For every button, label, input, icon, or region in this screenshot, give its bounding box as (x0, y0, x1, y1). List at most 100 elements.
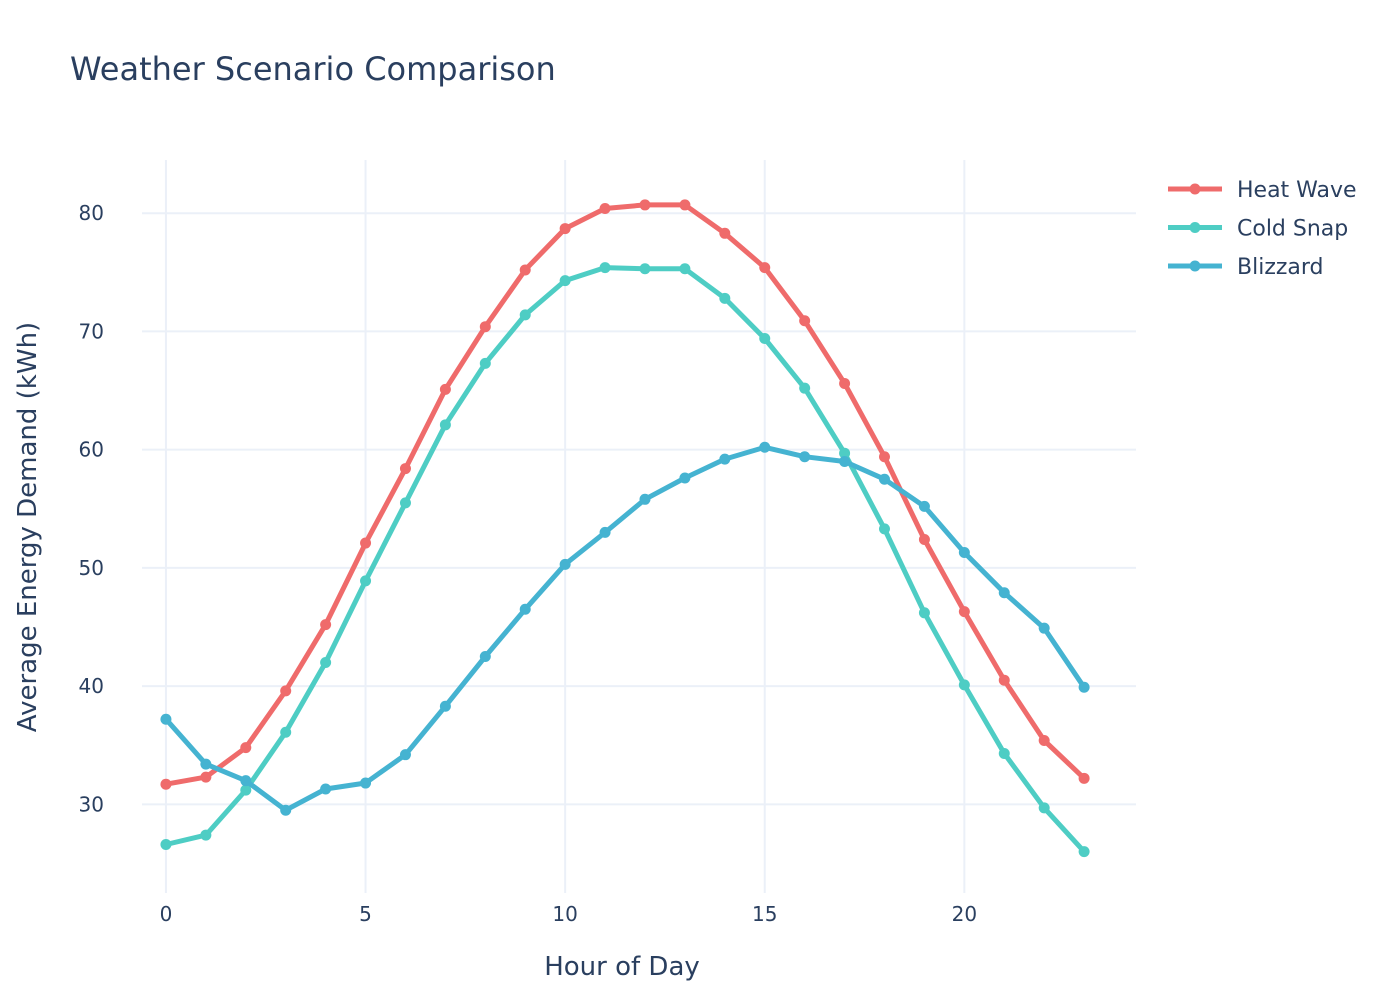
heat-wave-point (200, 771, 212, 783)
blizzard-point (200, 758, 212, 770)
legend-label-heat-wave: Heat Wave (1237, 178, 1357, 203)
cold-snap-point (679, 263, 691, 275)
cold-snap-point (719, 292, 731, 304)
cold-snap-point (240, 784, 252, 796)
heat-wave-point (998, 674, 1010, 686)
cold-snap-point (1078, 846, 1090, 858)
cold-snap-point (918, 607, 930, 619)
cold-snap-point (200, 829, 212, 841)
cold-snap-point (360, 575, 372, 587)
blizzard-point (439, 700, 451, 712)
heat-wave-point (399, 463, 411, 475)
heat-wave-point (559, 223, 571, 235)
tick-labels: 30 40 50 60 70 80 0 5 10 15 20 (79, 201, 978, 926)
blizzard-point (519, 603, 531, 615)
cold-snap-point (559, 275, 571, 287)
legend[interactable]: Heat Wave Cold Snap Blizzard (1168, 178, 1357, 280)
series-blizzard (160, 441, 1090, 816)
blizzard-point (280, 804, 292, 816)
cold-snap-point (280, 726, 292, 738)
y-tick-label: 60 (79, 438, 104, 462)
chart-title: Weather Scenario Comparison (70, 50, 556, 88)
blizzard-line (163, 444, 1087, 813)
cold-snap-point (998, 747, 1010, 759)
x-tick-label: 15 (752, 902, 777, 926)
blizzard-point (1078, 681, 1090, 693)
cold-snap-point (320, 656, 332, 668)
blizzard-point (958, 547, 970, 559)
cold-snap-line (163, 265, 1087, 855)
heat-wave-point (958, 606, 970, 618)
cold-snap-point (399, 497, 411, 509)
blizzard-point (998, 587, 1010, 599)
cold-snap-point (879, 523, 891, 535)
blizzard-point (719, 453, 731, 465)
heat-wave-point (240, 742, 252, 754)
heat-wave-point (479, 321, 491, 333)
legend-item-heat-wave[interactable]: Heat Wave (1168, 178, 1357, 203)
cold-snap-point (639, 263, 651, 275)
blizzard-point (240, 775, 252, 787)
heat-wave-point (679, 199, 691, 211)
blizzard-point (918, 500, 930, 512)
x-tick-label: 5 (359, 902, 372, 926)
heat-wave-point (439, 383, 451, 395)
legend-marker-cold-snap (1189, 222, 1201, 233)
legend-item-cold-snap[interactable]: Cold Snap (1168, 217, 1348, 242)
blizzard-point (320, 783, 332, 795)
series-cold-snap (160, 262, 1090, 858)
y-axis-title: Average Energy Demand (kWh) (13, 322, 43, 732)
blizzard-point (479, 651, 491, 663)
blizzard-point (799, 451, 811, 463)
blizzard-point (360, 777, 372, 789)
heat-wave-point (879, 451, 891, 463)
cold-snap-point (599, 262, 611, 274)
cold-snap-point (958, 679, 970, 691)
heat-wave-point (360, 537, 372, 549)
legend-item-blizzard[interactable]: Blizzard (1168, 255, 1324, 280)
cold-snap-point (160, 839, 172, 851)
blizzard-point (639, 493, 651, 505)
heat-wave-point (599, 202, 611, 214)
x-axis-title: Hour of Day (544, 952, 700, 982)
y-tick-label: 50 (79, 556, 104, 580)
blizzard-point (160, 713, 172, 725)
blizzard-point (399, 749, 411, 761)
heat-wave-line (163, 202, 1087, 787)
blizzard-point (679, 472, 691, 484)
heat-wave-point (719, 227, 731, 239)
series-layer (160, 199, 1090, 858)
series-heat-wave (160, 199, 1090, 790)
cold-snap-point (439, 419, 451, 431)
y-tick-label: 80 (79, 201, 104, 225)
blizzard-point (1038, 622, 1050, 634)
heat-wave-point (918, 534, 930, 546)
heat-wave-point (839, 377, 851, 389)
heat-wave-point (759, 262, 771, 274)
cold-snap-point (839, 447, 851, 459)
y-tick-label: 40 (79, 674, 104, 698)
legend-label-blizzard: Blizzard (1237, 255, 1324, 280)
y-tick-label: 70 (79, 319, 104, 343)
heat-wave-point (519, 264, 531, 276)
cold-snap-point (479, 357, 491, 369)
grid (142, 160, 1136, 893)
legend-marker-heat-wave (1189, 183, 1201, 195)
legend-label-cold-snap: Cold Snap (1237, 217, 1348, 242)
blizzard-point (839, 455, 851, 467)
y-tick-label: 30 (79, 792, 104, 816)
cold-snap-point (759, 333, 771, 345)
x-tick-label: 10 (552, 902, 577, 926)
blizzard-point (599, 526, 611, 538)
heat-wave-point (280, 685, 292, 697)
legend-marker-blizzard (1189, 260, 1201, 272)
x-tick-label: 0 (160, 902, 173, 926)
heat-wave-point (1038, 734, 1050, 746)
cold-snap-point (1038, 802, 1050, 814)
heat-wave-point (799, 315, 811, 327)
blizzard-point (559, 558, 571, 570)
heat-wave-point (1078, 772, 1090, 784)
cold-snap-point (799, 382, 811, 394)
heat-wave-point (639, 199, 651, 211)
